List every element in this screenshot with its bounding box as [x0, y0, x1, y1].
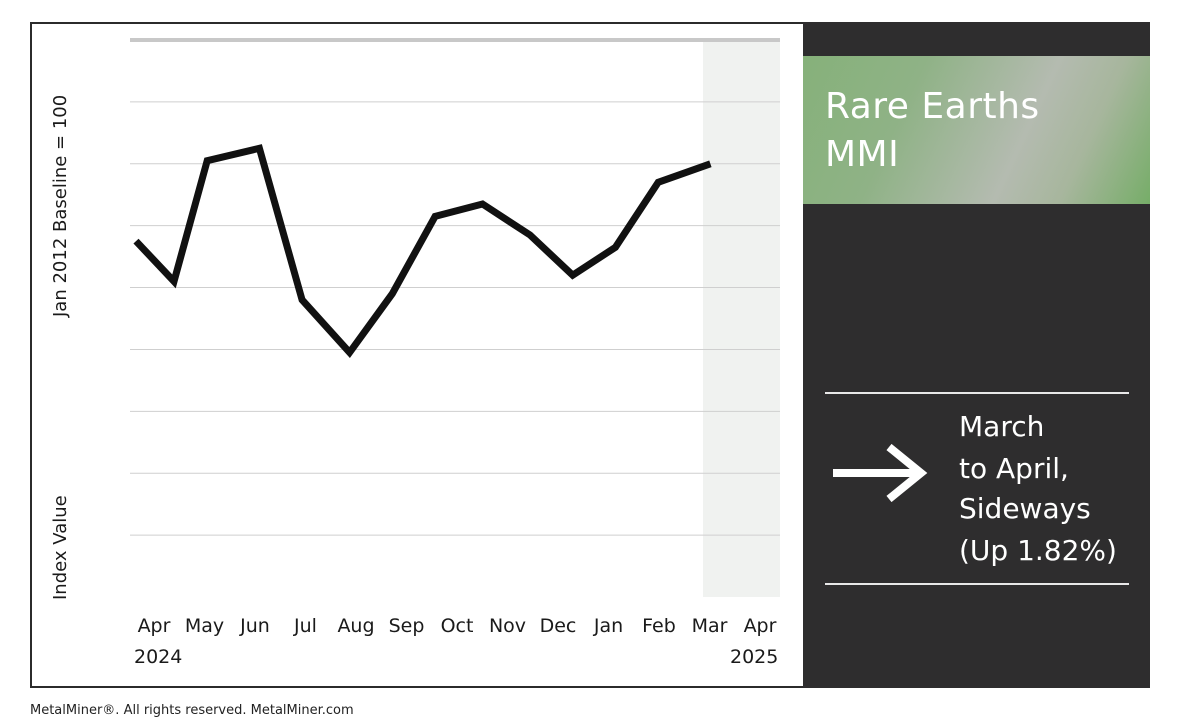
line-chart: Apr May Jun Jul Aug Sep Oct Nov Dec Jan Feb Mar Apr … [50, 38, 780, 668]
copyright-footer: MetalMiner®. All rights reserved. MetalM… [30, 703, 354, 718]
change-text-line-3: Sideways [959, 492, 1091, 525]
series-line [133, 144, 712, 359]
x-tick-label: Oct [441, 615, 474, 637]
x-tick-label: Apr [138, 615, 171, 637]
x-tick-label: Aug [337, 615, 374, 637]
y-axis-label-bottom: Index Value [50, 495, 71, 600]
x-tick-label: Nov [489, 615, 526, 637]
highlight-region [703, 40, 780, 597]
x-tick-label: Sep [389, 615, 425, 637]
year-label-start: 2024 [134, 646, 182, 668]
x-tick-label: Jul [293, 615, 317, 637]
change-text-line-4: (Up 1.82%) [959, 534, 1117, 567]
x-tick-label: Dec [540, 615, 577, 637]
divider-bottom [825, 583, 1129, 585]
x-tick-label: Feb [642, 615, 676, 637]
x-tick-label: Mar [692, 615, 728, 637]
summary-panel: Rare Earths MMI March to April, Sideways… [803, 22, 1150, 688]
right-arrow-icon [833, 444, 928, 502]
chart-title-line-1: Rare Earths [825, 86, 1040, 127]
y-axis-label-top: Jan 2012 Baseline = 100 [50, 95, 71, 318]
change-text-line-1: March [959, 410, 1045, 443]
x-tick-label: May [185, 615, 224, 637]
chart-title-line-2: MMI [825, 134, 900, 175]
x-tick-label: Jun [239, 615, 270, 637]
title-banner: Rare Earths MMI [803, 56, 1150, 204]
x-tick-label: Jan [593, 615, 623, 637]
divider-top [825, 392, 1129, 394]
change-text-line-2: to April, [959, 452, 1069, 485]
year-label-end: 2025 [730, 646, 778, 668]
x-tick-label: Apr [744, 615, 777, 637]
